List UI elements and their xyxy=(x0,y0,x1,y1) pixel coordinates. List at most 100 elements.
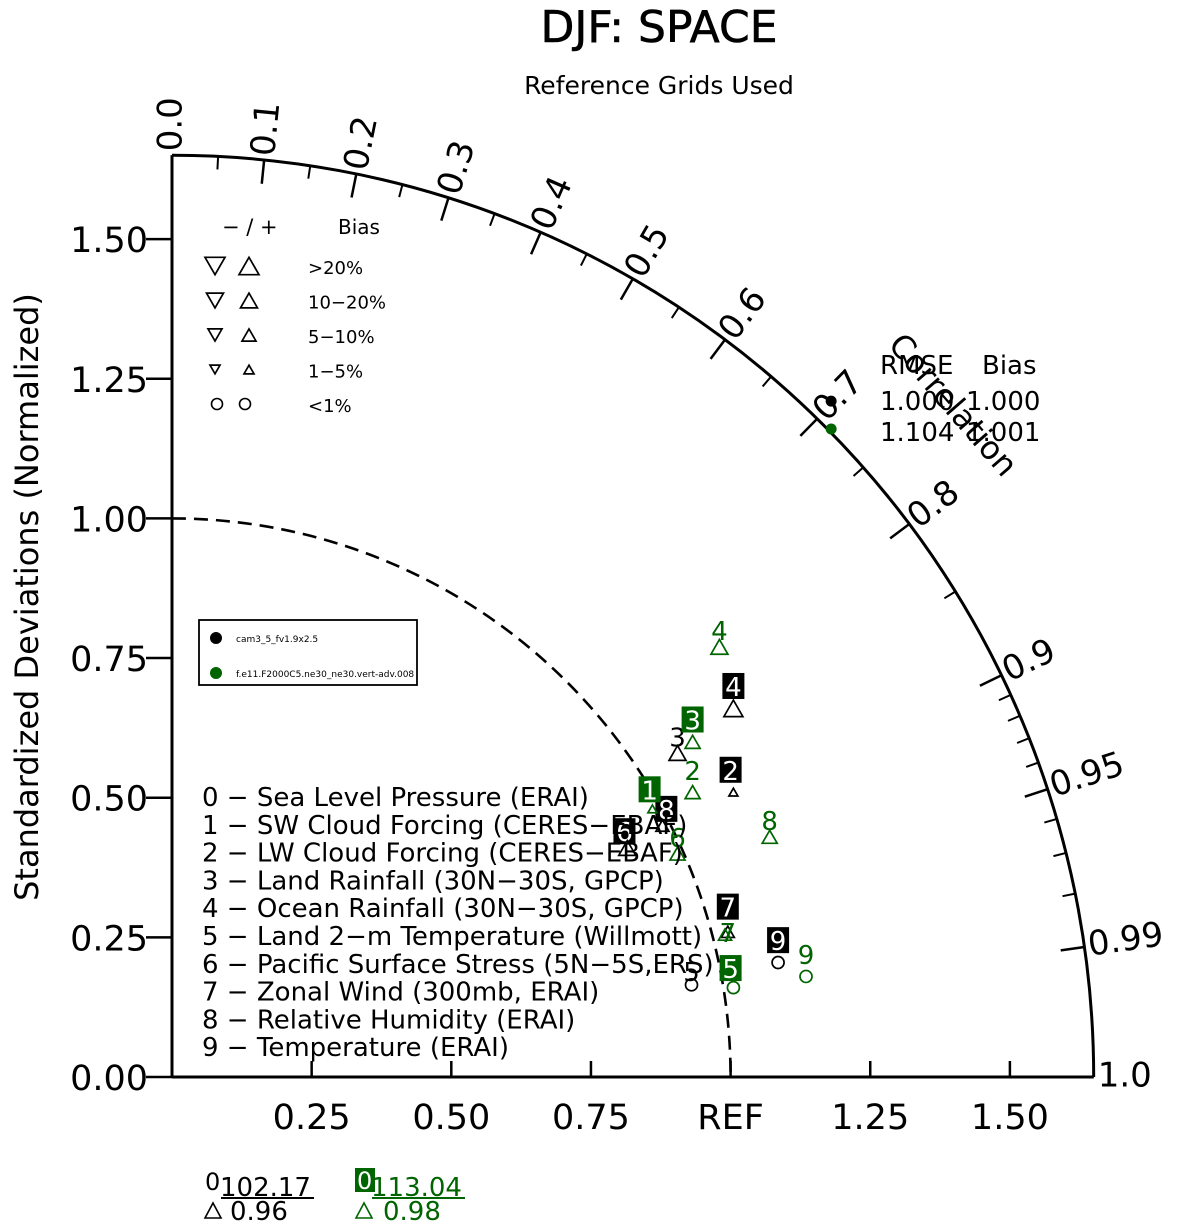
correlation-arc xyxy=(171,153,1096,1078)
series-0-point-9: 9 xyxy=(767,927,790,970)
series-1-point-9: 9 xyxy=(798,941,815,984)
series-0-marker-2 xyxy=(727,786,740,797)
corr-minor-tick-11 xyxy=(1016,737,1030,744)
corr-label-4: 0.4 xyxy=(523,170,581,236)
corr-tick-11 xyxy=(1060,945,1085,952)
corr-tick-8 xyxy=(889,522,911,540)
series-0-label-2: 2 xyxy=(722,757,739,787)
corr-label-10: 0.95 xyxy=(1045,744,1129,806)
series-1-point-4: 4 xyxy=(709,617,730,656)
series-1-marker-5 xyxy=(726,980,741,995)
y-tick-label-3: 0.75 xyxy=(70,640,148,680)
corr-label-7: 0.7 xyxy=(805,362,871,429)
corr-minor-tick-3 xyxy=(489,213,496,227)
corr-label-2: 0.2 xyxy=(336,113,386,174)
rmse-point-1 xyxy=(825,423,837,435)
series-0-label-6: 6 xyxy=(616,818,633,848)
corr-tick-7 xyxy=(799,417,819,437)
series-1-marker-7 xyxy=(717,927,733,942)
x-tick-label-1: 0.50 xyxy=(412,1098,490,1138)
corr-minor-tick-1 xyxy=(307,165,312,179)
bias-legend-signs: − / + xyxy=(222,215,278,239)
series-0-label-7: 7 xyxy=(720,894,737,924)
series-1-label-9: 9 xyxy=(798,941,815,971)
variable-6: 6 − Pacific Surface Stress (5N−5S,ERS) xyxy=(202,950,714,980)
variable-5: 5 − Land 2−m Temperature (Willmott) xyxy=(202,922,702,952)
corr-tick-3 xyxy=(440,197,450,222)
series-1-point-1: 1 xyxy=(638,776,661,814)
corr-tick-4 xyxy=(529,231,542,255)
bias-header: Bias xyxy=(982,351,1037,381)
series-0-point-6: 6 xyxy=(613,818,638,857)
corr-label-1: 0.1 xyxy=(243,100,288,158)
series-0-label-box-9 xyxy=(767,927,790,954)
corr-minor-tick-15 xyxy=(1062,892,1076,898)
x-tick-label-2: 0.75 xyxy=(552,1098,630,1138)
corr-minor-tick-10 xyxy=(1007,714,1021,722)
series-1-marker-6 xyxy=(668,845,687,861)
bias-legend-label-1: 10−20% xyxy=(308,293,386,314)
series-legend: cam3_5_fv1.9x2.5 f.e11.F2000C5.ne30_ne30… xyxy=(198,619,418,686)
variable-2: 2 − LW Cloud Forcing (CERES−EBAF) xyxy=(202,839,683,869)
series-legend-box xyxy=(198,619,418,686)
variable-8: 8 − Relative Humidity (ERAI) xyxy=(202,1005,575,1035)
y-tick-label-1: 0.25 xyxy=(70,919,148,959)
bias-legend-down-1 xyxy=(205,292,225,310)
corr-label-0: 0.0 xyxy=(151,97,191,151)
series-1-point-7: 7 xyxy=(717,919,736,949)
series-1-label-1: 1 xyxy=(641,776,658,806)
footer-triangle-0 xyxy=(203,1201,223,1219)
corr-tick-1 xyxy=(260,159,266,184)
bias-legend-down-3 xyxy=(208,364,222,376)
series-legend-marker-1 xyxy=(210,667,222,679)
corr-tick-5 xyxy=(619,278,634,301)
series-1-label-8: 8 xyxy=(761,807,778,837)
corr-minor-tick-13 xyxy=(1044,817,1058,824)
bias-legend-header: Bias xyxy=(338,215,380,239)
corr-minor-tick-4 xyxy=(580,253,588,266)
variable-4: 4 − Ocean Rainfall (30N−30S, GPCP) xyxy=(202,894,684,924)
series-0-label-box-7 xyxy=(716,893,739,920)
series-1-label-6: 6 xyxy=(669,824,686,854)
series-1-label-box-1 xyxy=(638,776,661,803)
bias-legend-up-2 xyxy=(240,327,258,342)
rmse-value-1: 1.104 xyxy=(880,418,954,448)
variable-9: 9 − Temperature (ERAI) xyxy=(202,1033,509,1063)
corr-minor-tick-2 xyxy=(398,184,404,198)
corr-label-11: 0.99 xyxy=(1085,914,1166,964)
series-0-label-8: 8 xyxy=(658,796,675,826)
series-0-point-8: 8 xyxy=(654,795,678,833)
corr-minor-tick-9 xyxy=(998,693,1012,702)
series-legend-label-1: f.e11.F2000C5.ne30_ne30.vert-adv.008 xyxy=(236,670,414,680)
x-tick-label-3: REF xyxy=(697,1098,764,1138)
footer-value2-0: 0.96 xyxy=(230,1197,288,1227)
corr-minor-tick-5 xyxy=(670,306,680,319)
series-1-label-5: 5 xyxy=(722,955,739,985)
reference-stddev-arc xyxy=(171,517,732,1078)
bias-value-0: 1.000 xyxy=(966,387,1040,417)
series-1-marker-2 xyxy=(683,783,702,800)
series-0-label-box-8 xyxy=(655,795,678,822)
y-tick-label-4: 1.00 xyxy=(70,500,148,540)
bias-legend-up-3 xyxy=(242,363,256,375)
series-1-marker-3 xyxy=(683,733,702,750)
series-0-marker-8 xyxy=(654,818,671,833)
bias-legend-up-4 xyxy=(238,397,252,411)
series-0-marker-7 xyxy=(719,924,736,939)
corr-tick-6 xyxy=(709,338,727,360)
rmse-bias-table: RMSE Bias 1.000 1.000 1.104 1.001 xyxy=(880,351,1040,448)
rmse-value-0: 1.000 xyxy=(880,387,954,417)
corr-label-3: 0.3 xyxy=(429,136,483,200)
series-0-label-box-4 xyxy=(722,672,745,699)
bias-legend-down-2 xyxy=(206,328,224,343)
series-0-point-7: 7 xyxy=(716,893,739,939)
series-0-point-2: 2 xyxy=(719,756,742,797)
corr-label-12: 1.0 xyxy=(1098,1056,1152,1096)
series-1-point-8: 8 xyxy=(760,807,779,845)
x-tick-label-5: 1.50 xyxy=(971,1098,1049,1138)
bias-legend-label-2: 5−10% xyxy=(308,327,375,348)
x-tick-label-4: 1.25 xyxy=(831,1098,909,1138)
series-0-marker-6 xyxy=(617,838,638,857)
footer-marker-1: 0 xyxy=(357,1167,372,1195)
y-axis-label: Standardized Deviations (Normalized) xyxy=(8,293,46,901)
